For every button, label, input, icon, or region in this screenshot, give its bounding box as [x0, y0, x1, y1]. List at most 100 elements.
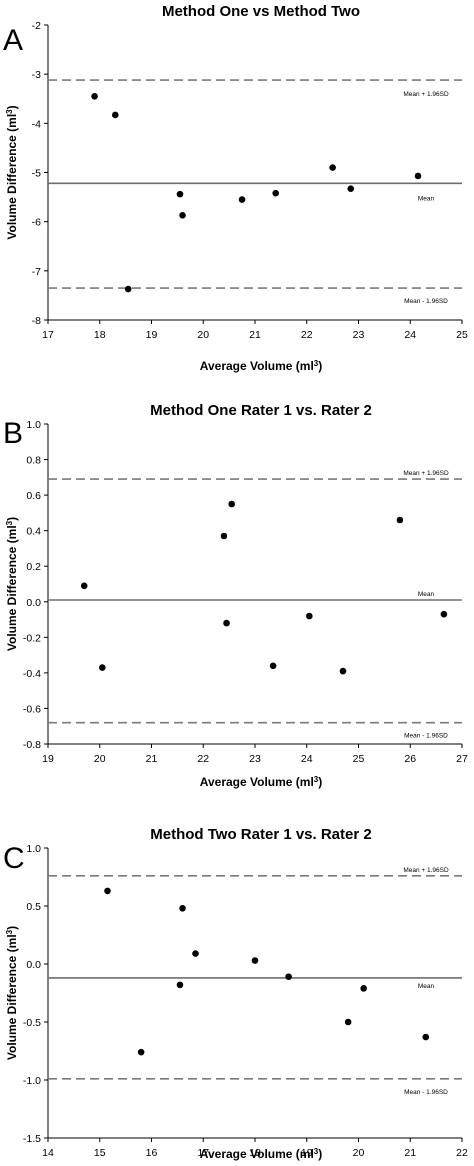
x-axis-title: Average Volume (ml3): [200, 775, 323, 790]
upper-limit-label: Mean + 1.96SD: [403, 470, 449, 477]
data-point: [360, 985, 367, 992]
x-tick-label: 17: [42, 329, 54, 341]
x-tick-label: 15: [94, 1147, 106, 1159]
data-point: [91, 92, 98, 100]
x-tick-label: 23: [353, 329, 365, 341]
chart-panel-c: C Method Two Rater 1 vs. Rater 2 -1.5 -1.0 -…: [3, 826, 468, 1161]
chart-panel-a: A Method One vs Method Two -8 -7 -6 -5 -4 -3 -2 1…: [3, 3, 468, 373]
x-tick-label: 19: [301, 1147, 313, 1159]
chart-title: Method One Rater 1 vs. Rater 2: [150, 402, 372, 419]
data-point: [223, 619, 230, 627]
panel-letter: C: [3, 842, 25, 875]
data-point: [220, 532, 228, 540]
panel-letter: A: [3, 24, 23, 57]
x-tick-label: 20: [197, 329, 209, 341]
lower-limit-label: Mean - 1.96SD: [404, 1089, 448, 1096]
y-tick-label: 0.4: [26, 526, 41, 538]
data-point: [285, 973, 292, 981]
chart-title: Method Two Rater 1 vs. Rater 2: [150, 826, 371, 843]
x-tick-label: 20: [353, 1147, 365, 1159]
x-tick-label: 24: [301, 753, 313, 765]
data-point: [99, 664, 106, 671]
y-tick-label: -5: [32, 168, 41, 180]
panel-letter: B: [3, 417, 23, 450]
y-tick-label: -7: [32, 266, 41, 278]
mean-label: Mean: [418, 591, 435, 598]
y-axis-title: Volume Difference (ml3): [5, 105, 20, 239]
y-tick-label: 0.0: [26, 597, 41, 609]
x-tick-label: 27: [456, 753, 468, 765]
x-tick-label: 20: [94, 753, 106, 765]
y-tick-label: 0.0: [26, 959, 41, 971]
data-point: [339, 667, 347, 675]
data-point: [111, 111, 119, 119]
data-point: [440, 610, 448, 618]
y-tick-label: 1.0: [26, 419, 41, 431]
y-tick-label: -8: [32, 315, 41, 327]
y-tick-label: -6: [32, 217, 41, 229]
chart-title: Method One vs Method Two: [162, 3, 360, 20]
upper-limit-label: Mean + 1.96SD: [403, 91, 449, 98]
x-tick-label: 21: [404, 1147, 416, 1159]
data-point: [137, 1048, 145, 1056]
data-point: [272, 189, 280, 197]
lower-limit-label: Mean - 1.96SD: [404, 298, 448, 305]
data-point: [422, 1033, 430, 1041]
data-point: [414, 172, 422, 180]
y-axis-title: Volume Difference (ml3): [5, 926, 20, 1060]
x-tick-label: 21: [146, 753, 158, 765]
y-tick-label: -0.6: [23, 703, 41, 715]
mean-label: Mean: [418, 983, 435, 990]
data-point: [192, 950, 199, 957]
data-point: [306, 612, 313, 620]
data-point: [396, 516, 404, 524]
data-point: [228, 500, 236, 508]
upper-limit-label: Mean + 1.96SD: [403, 867, 449, 874]
data-point: [344, 1018, 352, 1026]
y-axis-title: Volume Difference (ml3): [5, 517, 20, 651]
x-tick-label: 22: [456, 1147, 468, 1159]
data-point: [251, 957, 259, 964]
y-tick-label: 0.6: [26, 490, 41, 502]
y-tick-label: -0.4: [23, 668, 41, 680]
x-axis-title: Average Volume (ml3): [200, 359, 323, 374]
x-tick-label: 18: [249, 1147, 261, 1159]
x-tick-label: 19: [146, 329, 158, 341]
y-tick-label: -0.8: [23, 739, 41, 751]
y-tick-label: -2: [32, 20, 41, 32]
x-tick-label: 18: [94, 329, 106, 341]
data-point: [269, 662, 277, 670]
y-tick-label: 0.8: [26, 455, 41, 467]
data-point: [347, 185, 355, 193]
y-tick-label: 0.5: [26, 901, 41, 913]
data-point: [124, 285, 132, 293]
lower-limit-label: Mean - 1.96SD: [404, 733, 448, 740]
data-point: [104, 887, 111, 895]
x-tick-label: 22: [197, 753, 209, 765]
x-tick-label: 24: [404, 329, 416, 341]
x-tick-label: 14: [42, 1147, 54, 1159]
data-point: [329, 164, 336, 171]
data-point: [179, 211, 186, 219]
y-tick-label: 1.0: [26, 843, 41, 855]
data-point: [179, 905, 186, 912]
y-tick-label: -0.5: [23, 1017, 41, 1029]
data-point: [238, 196, 246, 203]
data-point: [176, 981, 184, 989]
x-tick-label: 23: [249, 753, 261, 765]
chart-panel-b: B Method One Rater 1 vs. Rater 2 -0.8 -0.6 -…: [3, 402, 468, 789]
y-tick-label: 0.2: [26, 561, 41, 573]
x-tick-label: 25: [456, 329, 468, 341]
x-tick-label: 21: [249, 329, 261, 341]
y-tick-label: -4: [32, 118, 41, 130]
x-axis-title: Average Volume (ml3): [200, 1147, 323, 1162]
y-tick-label: -3: [32, 69, 41, 81]
y-tick-label: -1.0: [23, 1075, 41, 1087]
x-tick-label: 25: [353, 753, 365, 765]
data-point: [176, 190, 184, 198]
x-tick-label: 26: [404, 753, 416, 765]
x-tick-label: 22: [301, 329, 313, 341]
y-tick-label: -0.2: [23, 632, 41, 644]
